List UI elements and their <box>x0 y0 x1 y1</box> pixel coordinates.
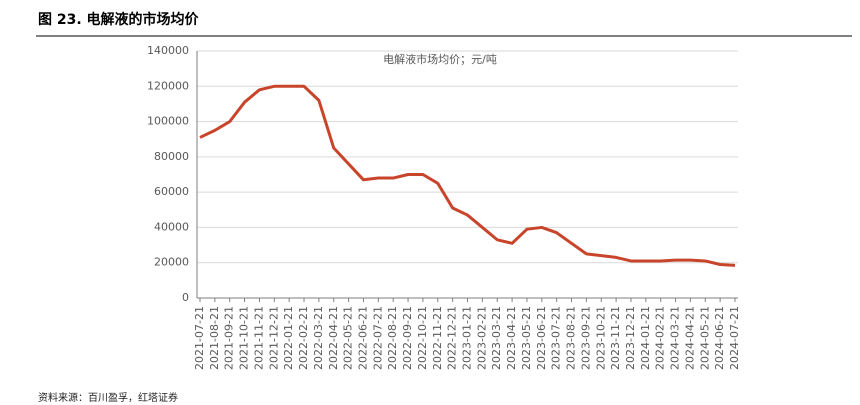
x-tick-label: 2023-10-21 <box>594 306 607 370</box>
y-tick-label: 140000 <box>147 44 189 57</box>
x-tick-label: 2024-01-21 <box>639 306 652 370</box>
x-tick-label: 2023-06-21 <box>535 306 548 370</box>
x-tick-label: 2022-03-21 <box>312 306 325 370</box>
x-tick-label: 2024-03-21 <box>669 306 682 370</box>
x-tick-label: 2024-04-21 <box>683 306 696 370</box>
x-tick-label: 2021-10-21 <box>238 306 251 370</box>
x-tick-label: 2023-01-21 <box>461 306 474 370</box>
y-tick-label: 40000 <box>154 220 189 233</box>
x-tick-label: 2024-07-21 <box>728 306 741 370</box>
x-tick-label: 2022-02-21 <box>297 306 310 370</box>
x-tick-label: 2023-08-21 <box>565 306 578 370</box>
x-tick-label: 2023-12-21 <box>624 306 637 370</box>
x-tick-label: 2023-09-21 <box>579 306 592 370</box>
x-tick-label: 2021-12-21 <box>267 306 280 370</box>
x-tick-label: 2022-05-21 <box>342 306 355 370</box>
y-tick-label: 60000 <box>154 185 189 198</box>
x-tick-label: 2023-05-21 <box>520 306 533 370</box>
x-tick-label: 2023-02-21 <box>475 306 488 370</box>
chart-title: 图 23. 电解液的市场均价 <box>38 11 200 28</box>
x-tick-label: 2023-11-21 <box>609 306 622 370</box>
x-tick-label: 2022-12-21 <box>446 306 459 370</box>
legend-label: 电解液市场均价；元/吨 <box>383 52 497 66</box>
y-tick-label: 0 <box>182 291 189 304</box>
x-tick-label: 2023-04-21 <box>505 306 518 370</box>
x-tick-label: 2022-04-21 <box>327 306 340 370</box>
y-tick-label: 100000 <box>147 115 189 128</box>
x-tick-label: 2022-06-21 <box>356 306 369 370</box>
x-tick-label: 2021-08-21 <box>208 306 221 370</box>
x-tick-label: 2024-06-21 <box>713 306 726 370</box>
x-tick-label: 2021-07-21 <box>193 306 206 370</box>
x-tick-label: 2023-03-21 <box>490 306 503 370</box>
x-tick-label: 2021-11-21 <box>252 306 265 370</box>
x-tick-label: 2022-08-21 <box>386 306 399 370</box>
line <box>199 84 736 267</box>
y-tick-label: 120000 <box>147 79 189 92</box>
x-tick-label: 2021-09-21 <box>223 306 236 370</box>
x-tick-label: 2024-02-21 <box>654 306 667 370</box>
y-tick-label: 80000 <box>154 150 189 163</box>
x-tick-label: 2022-09-21 <box>401 306 414 370</box>
x-tick-label: 2022-07-21 <box>371 306 384 370</box>
x-tick-label: 2022-10-21 <box>416 306 429 370</box>
source: 资料来源：百川盈孚，红塔证券 <box>38 391 178 404</box>
x-tick-label: 2024-05-21 <box>698 306 711 370</box>
x-tick-label: 2023-07-21 <box>550 306 563 370</box>
x-tick-label: 2022-11-21 <box>431 306 444 370</box>
y-tick-label: 20000 <box>154 256 189 269</box>
x-tick-label: 2022-01-21 <box>282 306 295 370</box>
